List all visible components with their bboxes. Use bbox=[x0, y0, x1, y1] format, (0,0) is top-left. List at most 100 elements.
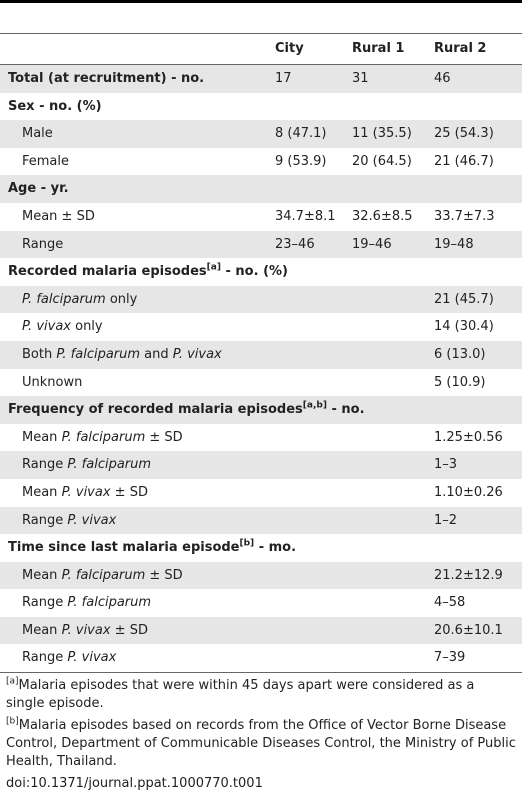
cell: 20.6±10.1 bbox=[434, 622, 503, 638]
table-row: Sex - no. (%) bbox=[0, 93, 522, 121]
row-label: Frequency of recorded malaria episodes[a… bbox=[8, 396, 365, 424]
text-run: Malaria episodes that were within 45 day… bbox=[6, 678, 475, 712]
table-row: Age - yr. bbox=[0, 175, 522, 203]
table-row: Mean P. vivax ± SD 1.10±0.26 bbox=[0, 479, 522, 507]
text-run: - mo. bbox=[254, 540, 297, 556]
text-run: - no. (%) bbox=[220, 264, 288, 280]
table-row: Time since last malaria episode[b] - mo. bbox=[0, 534, 522, 562]
cell: 25 (54.3) bbox=[434, 126, 494, 142]
cell: 21 (45.7) bbox=[434, 291, 494, 307]
row-label: Unknown bbox=[22, 369, 82, 397]
text-run: Total (at recruitment) - no. bbox=[8, 71, 205, 86]
cell: 1.10±0.26 bbox=[434, 484, 503, 500]
cell: 4–58 bbox=[434, 595, 466, 611]
text-run: Female bbox=[22, 153, 70, 169]
text-run: only bbox=[105, 291, 138, 307]
text-run: Sex - no. (%) bbox=[8, 98, 102, 114]
text-run: Range bbox=[22, 236, 64, 252]
table-row: Total (at recruitment) - no. 17 31 46 bbox=[0, 65, 522, 93]
text-run: Unknown bbox=[22, 374, 83, 390]
cell: 46 bbox=[434, 71, 451, 86]
row-label: Range bbox=[22, 231, 63, 259]
cell: 21.2±12.9 bbox=[434, 567, 503, 583]
table-row: Recorded malaria episodes[a] - no. (%) bbox=[0, 258, 522, 286]
cell: 19–48 bbox=[434, 236, 474, 252]
cell: 11 (35.5) bbox=[352, 126, 412, 142]
table-row: Mean P. falciparum ± SD 21.2±12.9 bbox=[0, 561, 522, 590]
row-label: P. falciparum only bbox=[22, 286, 137, 314]
cell: 8 (47.1) bbox=[275, 126, 327, 142]
text-run: P. falciparum bbox=[67, 457, 152, 473]
cell: 1.25±0.56 bbox=[434, 429, 503, 445]
cell: 7–39 bbox=[434, 650, 466, 666]
row-label: Recorded malaria episodes[a] - no. (%) bbox=[8, 258, 288, 286]
text-run: ± SD bbox=[145, 567, 183, 583]
row-label: Male bbox=[22, 120, 53, 148]
column-header: Rural 2 bbox=[434, 41, 487, 56]
text-run: Male bbox=[22, 126, 53, 142]
cell: 21 (46.7) bbox=[434, 153, 494, 169]
text-run: [b] bbox=[239, 538, 255, 549]
table-body: Total (at recruitment) - no. 17 31 46 Sex - … bbox=[0, 65, 522, 672]
row-label: Range P. vivax bbox=[22, 507, 116, 535]
row-label: Age - yr. bbox=[8, 175, 69, 203]
text-run: P. falciparum bbox=[61, 567, 146, 583]
column-header: Rural 1 bbox=[352, 41, 405, 56]
row-label: Mean ± SD bbox=[22, 203, 95, 231]
footnote: [b]Malaria episodes based on records fro… bbox=[0, 713, 522, 771]
table-row: Frequency of recorded malaria episodes[a… bbox=[0, 396, 522, 424]
text-run: Frequency of recorded malaria episodes bbox=[8, 402, 303, 418]
text-run: Age - yr. bbox=[8, 181, 69, 197]
table-row: P. vivax only 14 (30.4) bbox=[0, 313, 522, 341]
row-label: Total (at recruitment) - no. bbox=[8, 65, 204, 93]
text-run: Mean bbox=[22, 567, 62, 583]
text-run: P. falciparum bbox=[61, 429, 146, 445]
text-run: Range bbox=[22, 512, 68, 528]
row-label: Mean P. falciparum ± SD bbox=[22, 424, 183, 452]
column-header: City bbox=[275, 41, 304, 56]
footnote: [a]Malaria episodes that were within 45 … bbox=[0, 673, 522, 713]
table-row: Mean P. vivax ± SD 20.6±10.1 bbox=[0, 616, 522, 645]
cell: 23–46 bbox=[275, 236, 315, 252]
row-label: P. vivax only bbox=[22, 313, 103, 341]
cell: 31 bbox=[352, 71, 369, 86]
text-run: [b] bbox=[6, 716, 19, 727]
row-label: Both P. falciparum and P. vivax bbox=[22, 341, 222, 369]
row-label: Range P. falciparum bbox=[22, 589, 151, 617]
text-run: Range bbox=[22, 595, 68, 611]
text-run: P. falciparum bbox=[56, 346, 141, 362]
text-run: P. falciparum bbox=[22, 291, 106, 307]
text-run: Range bbox=[22, 650, 68, 666]
cell: 1–2 bbox=[434, 512, 458, 528]
table-row: Range 23–46 19–46 19–48 bbox=[0, 230, 522, 259]
text-run: P. vivax bbox=[61, 622, 111, 638]
table-row: Mean P. falciparum ± SD 1.25±0.56 bbox=[0, 424, 522, 452]
cell: 20 (64.5) bbox=[352, 153, 412, 169]
header-row: City Rural 1 Rural 2 bbox=[0, 34, 522, 65]
doi: doi:10.1371/journal.ppat.1000770.t001 bbox=[6, 776, 263, 792]
cell: 5 (10.9) bbox=[434, 374, 486, 390]
text-run: ± SD bbox=[110, 484, 148, 500]
footnotes: [a]Malaria episodes that were within 45 … bbox=[0, 672, 522, 793]
cell: 17 bbox=[275, 71, 292, 86]
text-run: P. falciparum bbox=[67, 595, 152, 611]
spacer bbox=[0, 3, 522, 34]
cell: 14 (30.4) bbox=[434, 319, 494, 335]
text-run: [a] bbox=[206, 262, 221, 273]
table-row: Range P. falciparum 1–3 bbox=[0, 451, 522, 479]
text-run: only bbox=[70, 319, 103, 335]
text-run: Mean bbox=[22, 622, 62, 638]
text-run: Range bbox=[22, 457, 68, 473]
row-label: Mean P. vivax ± SD bbox=[22, 479, 148, 507]
cell: 32.6±8.5 bbox=[352, 208, 413, 224]
text-run: [a,b] bbox=[302, 400, 327, 411]
table-row: Female 9 (53.9) 20 (64.5) 21 (46.7) bbox=[0, 148, 522, 176]
text-run: ± SD bbox=[110, 622, 148, 638]
table-row: Male 8 (47.1) 11 (35.5) 25 (54.3) bbox=[0, 120, 522, 148]
table-row: Range P. vivax 1–2 bbox=[0, 506, 522, 535]
text-run: P. vivax bbox=[67, 512, 117, 528]
text-run: Mean ± SD bbox=[22, 208, 95, 224]
row-label: Range P. vivax bbox=[22, 644, 116, 672]
top-rule bbox=[0, 0, 522, 3]
row-label: Mean P. vivax ± SD bbox=[22, 617, 148, 645]
